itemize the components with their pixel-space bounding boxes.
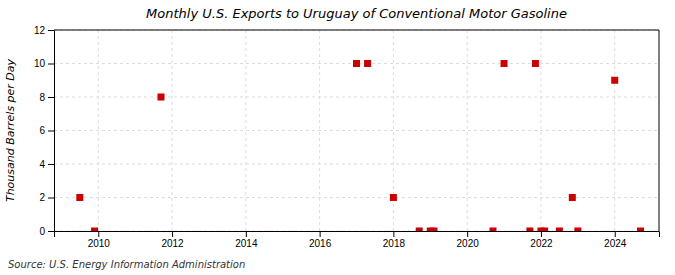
grid-line-y [54,30,659,31]
tick-label: 2020 [457,238,480,249]
point [390,194,397,201]
point [637,228,644,232]
tick-label: 2012 [161,238,184,249]
tick-mark [48,30,54,31]
title: Monthly U.S. Exports to Uruguay of Conve… [146,6,567,21]
tick: 2018 [383,231,406,249]
tick-label: 4 [39,159,45,170]
tick: 2016 [309,231,332,249]
point [489,228,496,232]
grid-line-x [467,30,468,231]
y-axis-label: Thousand Barrels per Day [4,58,17,202]
tick: 2 [39,192,54,203]
x-axis: 2010 2012 2014 2016 2018 2020 2022 2024 [55,231,660,249]
point [526,228,533,232]
grid-line-y [54,164,659,165]
tick-label: 2024 [604,238,627,249]
tick-label: 2022 [530,238,553,249]
point [76,194,83,201]
source-note: Source: U.S. Energy Information Administ… [8,259,245,270]
tick-mark [393,231,394,237]
tick-label: 0 [39,226,45,237]
point [569,194,576,201]
tick: 2024 [604,231,627,249]
tick-mark [48,198,54,199]
tick: 6 [39,125,54,136]
plot-area: 2010 2012 2014 2016 2018 2020 2022 2024 0 2 4 6 8 10 1… [34,25,660,249]
tick-label: 10 [34,58,46,69]
point [541,228,548,232]
tick: 2010 [88,231,111,249]
tick-mark [246,231,247,237]
tick: 4 [39,159,54,170]
frame-right [659,30,660,231]
grid [54,30,659,231]
tick-mark [467,231,468,237]
tick-mark [320,231,321,237]
tick-mark [48,97,54,98]
y-axis: 0 2 4 6 8 10 12 [34,25,55,237]
tick-label: 2014 [235,238,258,249]
grid-line-y [54,197,659,198]
tick: 10 [34,58,54,69]
point [556,228,563,232]
tick-mark [615,231,616,237]
axis-line [48,31,55,232]
grid-line-y [54,130,659,131]
tick: 2014 [235,231,258,249]
point [353,60,360,67]
tick-mark [98,231,99,237]
point [430,228,437,232]
axis-line [55,232,660,238]
point [91,228,98,232]
tick-mark [48,231,54,232]
tick-mark [172,231,173,237]
points [76,60,644,231]
point [416,228,423,232]
point [157,94,164,101]
point [574,228,581,232]
chart-svg: 2010 2012 2014 2016 2018 2020 2022 2024 0 2 4 6 8 10 1… [0,0,675,275]
tick-label: 2 [39,192,45,203]
tick: 2022 [530,231,553,249]
tick-label: 6 [39,125,45,136]
tick: 2020 [457,231,480,249]
point [532,60,539,67]
point [611,77,618,84]
tick-label: 2018 [383,238,406,249]
tick-mark [48,64,54,65]
point [364,60,371,67]
chart-container: 2010 2012 2014 2016 2018 2020 2022 2024 0 2 4 6 8 10 1… [0,0,675,275]
tick-label: 12 [34,25,46,36]
tick: 2012 [161,231,184,249]
tick-mark [48,164,54,165]
tick-mark [48,131,54,132]
tick: 0 [39,226,54,237]
grid-line-x [172,30,173,231]
frame-top [54,30,659,31]
tick: 12 [34,25,54,36]
tick-label: 2010 [88,238,111,249]
tick-label: 8 [39,92,45,103]
point [501,60,508,67]
grid-line-y [54,97,659,98]
tick-mark [541,231,542,237]
tick-label: 2016 [309,238,332,249]
tick: 8 [39,92,54,103]
